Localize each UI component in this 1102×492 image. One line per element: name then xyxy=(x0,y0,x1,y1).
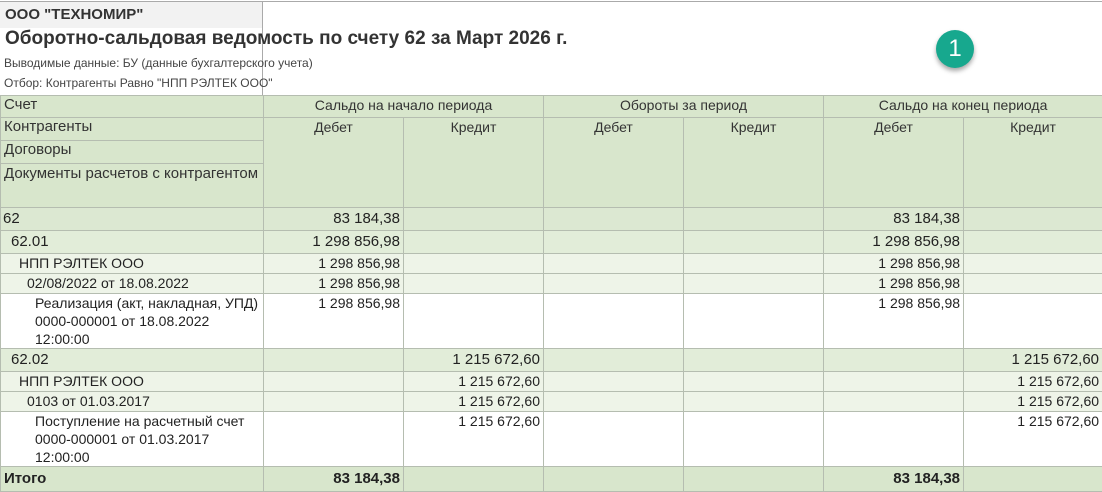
amount-cell xyxy=(544,372,684,392)
amount-cell xyxy=(404,274,544,294)
header-credit: Кредит xyxy=(404,118,544,208)
amount-cell xyxy=(684,208,824,231)
document-row[interactable]: Реализация (акт, накладная, УПД) 0000-00… xyxy=(1,294,1102,349)
row-label: Итого xyxy=(1,467,264,492)
header-account: Счет xyxy=(1,96,264,118)
amount-cell: 1 215 672,60 xyxy=(964,412,1102,467)
amount-cell xyxy=(544,467,684,492)
row-label: 02/08/2022 от 18.08.2022 xyxy=(1,274,264,294)
report-title: Оборотно-сальдовая ведомость по счету 62… xyxy=(5,28,567,50)
amount-cell xyxy=(684,412,824,467)
filter-label: Отбор: Контрагенты Равно "НПП РЭЛТЕК ООО… xyxy=(4,76,273,90)
row-label: 62 xyxy=(1,208,264,231)
header-debit: Дебет xyxy=(544,118,684,208)
amount-cell xyxy=(544,208,684,231)
step-badge: 1 xyxy=(936,30,974,68)
header-contracts: Договоры xyxy=(1,141,264,164)
row-label: Реализация (акт, накладная, УПД) 0000-00… xyxy=(1,294,264,349)
header-credit: Кредит xyxy=(964,118,1102,208)
row-label: 62.02 xyxy=(1,349,264,372)
header-documents: Документы расчетов с контрагентом xyxy=(1,164,264,208)
amount-cell: 1 298 856,98 xyxy=(264,231,404,254)
amount-cell xyxy=(684,392,824,412)
row-label: НПП РЭЛТЕК ООО xyxy=(1,254,264,274)
amount-cell xyxy=(684,349,824,372)
amount-cell xyxy=(264,372,404,392)
contract-row[interactable]: 0103 от 01.03.2017 1 215 672,60 1 215 672,… xyxy=(1,392,1102,412)
amount-cell: 1 215 672,60 xyxy=(404,392,544,412)
amount-cell xyxy=(544,392,684,412)
amount-cell xyxy=(964,231,1102,254)
report-table: Счет Сальдо на начало периода Обороты за… xyxy=(0,95,1102,492)
amount-cell: 1 215 672,60 xyxy=(964,349,1102,372)
amount-cell xyxy=(544,231,684,254)
amount-cell xyxy=(964,294,1102,349)
amount-cell: 1 298 856,98 xyxy=(824,254,964,274)
amount-cell: 83 184,38 xyxy=(824,208,964,231)
amount-cell: 1 298 856,98 xyxy=(824,294,964,349)
amount-cell xyxy=(264,392,404,412)
amount-cell: 1 298 856,98 xyxy=(264,294,404,349)
amount-cell xyxy=(544,254,684,274)
header-turnover: Обороты за период xyxy=(544,96,824,118)
counterparty-row[interactable]: НПП РЭЛТЕК ООО 1 215 672,60 1 215 672,60 xyxy=(1,372,1102,392)
amount-cell xyxy=(824,349,964,372)
amount-cell: 1 215 672,60 xyxy=(404,412,544,467)
amount-cell xyxy=(404,254,544,274)
amount-cell: 1 298 856,98 xyxy=(264,274,404,294)
amount-cell xyxy=(684,294,824,349)
amount-cell xyxy=(684,254,824,274)
amount-cell xyxy=(684,231,824,254)
row-label: Поступление на расчетный счет 0000-00000… xyxy=(1,412,264,467)
amount-cell: 1 215 672,60 xyxy=(964,372,1102,392)
header-counterparties: Контрагенты xyxy=(1,118,264,141)
header-credit: Кредит xyxy=(684,118,824,208)
amount-cell xyxy=(964,274,1102,294)
amount-cell xyxy=(404,231,544,254)
amount-cell xyxy=(684,467,824,492)
amount-cell: 83 184,38 xyxy=(824,467,964,492)
subaccount-row[interactable]: 62.02 1 215 672,60 1 215 672,60 xyxy=(1,349,1102,372)
row-label: 0103 от 01.03.2017 xyxy=(1,392,264,412)
amount-cell xyxy=(404,467,544,492)
amount-cell: 1 298 856,98 xyxy=(264,254,404,274)
amount-cell xyxy=(824,412,964,467)
amount-cell xyxy=(684,372,824,392)
amount-cell: 83 184,38 xyxy=(264,467,404,492)
amount-cell: 1 215 672,60 xyxy=(404,349,544,372)
document-row[interactable]: Поступление на расчетный счет 0000-00000… xyxy=(1,412,1102,467)
amount-cell xyxy=(404,294,544,349)
amount-cell xyxy=(824,372,964,392)
amount-cell xyxy=(264,412,404,467)
header-debit: Дебет xyxy=(264,118,404,208)
amount-cell xyxy=(544,349,684,372)
amount-cell: 1 298 856,98 xyxy=(824,274,964,294)
amount-cell xyxy=(544,294,684,349)
amount-cell xyxy=(824,392,964,412)
amount-cell: 1 298 856,98 xyxy=(824,231,964,254)
amount-cell xyxy=(264,349,404,372)
row-label: 62.01 xyxy=(1,231,264,254)
header-opening-balance: Сальдо на начало периода xyxy=(264,96,544,118)
row-label: НПП РЭЛТЕК ООО xyxy=(1,372,264,392)
amount-cell xyxy=(684,274,824,294)
organization-name: ООО "ТЕХНОМИР" xyxy=(0,2,262,28)
output-data-label: Выводимые данные: БУ (данные бухгалтерск… xyxy=(4,56,313,70)
amount-cell xyxy=(544,274,684,294)
amount-cell xyxy=(964,467,1102,492)
header-debit: Дебет xyxy=(824,118,964,208)
amount-cell: 83 184,38 xyxy=(264,208,404,231)
header-closing-balance: Сальдо на конец периода xyxy=(824,96,1102,118)
amount-cell: 1 215 672,60 xyxy=(404,372,544,392)
amount-cell: 1 215 672,60 xyxy=(964,392,1102,412)
amount-cell xyxy=(544,412,684,467)
amount-cell xyxy=(404,208,544,231)
amount-cell xyxy=(964,208,1102,231)
amount-cell xyxy=(964,254,1102,274)
